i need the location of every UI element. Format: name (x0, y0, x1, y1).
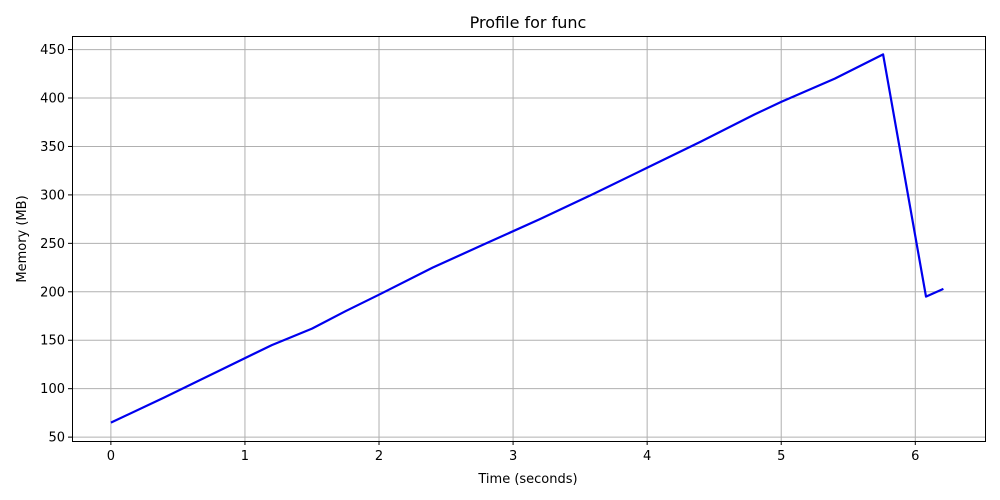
y-axis-ticks: 50 100 150 200 250 300 350 400 450 (40, 43, 72, 446)
x-tick-label: 4 (643, 449, 651, 464)
x-axis-label: Time (seconds) (477, 472, 577, 487)
x-tick-label: 5 (777, 449, 785, 464)
x-tick-label: 3 (509, 449, 517, 464)
chart-title: Profile for func (470, 13, 587, 32)
y-tick-label: 450 (40, 43, 65, 58)
y-tick-label: 50 (48, 431, 65, 446)
y-tick-label: 350 (40, 140, 65, 155)
y-tick-label: 300 (40, 188, 65, 203)
x-tick-label: 2 (375, 449, 383, 464)
series-group (110, 53, 944, 424)
memory-series-line (110, 53, 944, 424)
y-tick-label: 400 (40, 92, 65, 107)
x-tick-label: 1 (241, 449, 249, 464)
y-tick-label: 100 (40, 382, 65, 397)
y-tick-label: 200 (40, 285, 65, 300)
grid-lines (72, 36, 985, 441)
y-axis-label: Memory (MB) (15, 195, 30, 282)
y-tick-label: 150 (40, 334, 65, 349)
x-tick-label: 0 (107, 449, 115, 464)
x-tick-label: 6 (911, 449, 919, 464)
y-tick-label: 250 (40, 237, 65, 252)
x-axis-ticks: 0 1 2 3 4 5 6 (107, 441, 919, 464)
plot-frame (72, 36, 986, 442)
